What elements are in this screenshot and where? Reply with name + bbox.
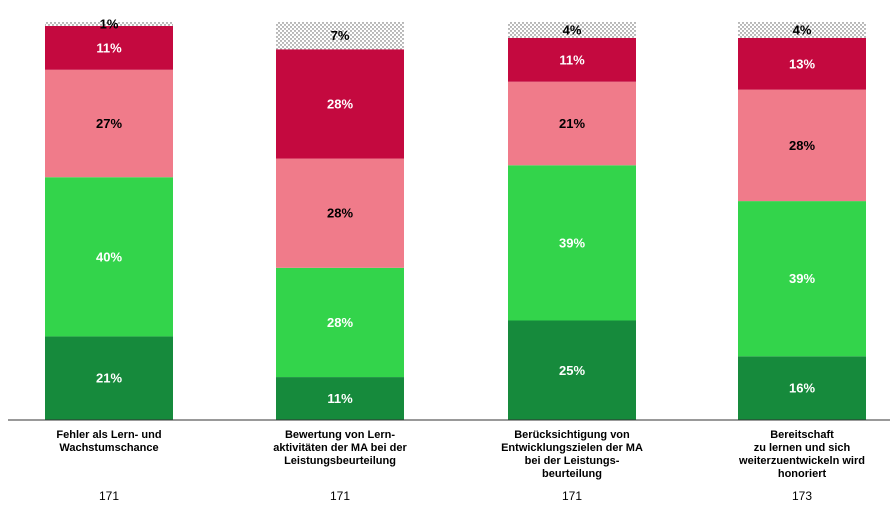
sample-size-label-4: 173 [792, 489, 812, 503]
category-label-1-line-1: Fehler als Lern- und [56, 429, 161, 441]
data-label-green-2: 28% [327, 315, 353, 330]
category-label-3-line-3: bei der Leistungs- [525, 455, 620, 467]
data-label-green-4: 39% [789, 271, 815, 286]
data-label-dotted-3: 4% [563, 22, 582, 37]
category-label-2-line-3: Leistungsbeurteilung [284, 455, 396, 467]
bar-segment-pink-4 [738, 89, 866, 202]
bar-segment-pink-2 [276, 158, 404, 268]
data-label-pink-2: 28% [327, 206, 353, 221]
bar-segment-dark_red-4 [738, 37, 866, 90]
bar-segment-dotted-1 [45, 22, 173, 26]
bar-segment-dark_red-3 [508, 37, 636, 82]
category-label-3-line-4: beurteilung [542, 468, 602, 480]
category-label-4-line-2: zu lernen und sich [754, 442, 851, 454]
data-label-dotted-4: 4% [793, 22, 812, 37]
data-label-dark_red-3: 11% [559, 52, 585, 67]
data-label-dark_green-2: 11% [327, 391, 353, 406]
bars-group [45, 22, 866, 420]
data-label-pink-1: 27% [96, 116, 122, 131]
category-label-1-line-2: Wachstumschance [59, 442, 158, 454]
bar-segment-pink-3 [508, 81, 636, 166]
bar-segment-green-1 [45, 177, 173, 337]
bar-segment-pink-1 [45, 69, 173, 178]
category-label-3-line-1: Berücksichtigung von [514, 429, 630, 441]
data-label-pink-3: 21% [559, 116, 585, 131]
bar-segment-dotted-3 [508, 22, 636, 38]
data-label-dark_green-4: 16% [789, 381, 815, 396]
data-label-dark_green-3: 25% [559, 363, 585, 378]
bar-segment-dark_green-2 [276, 377, 404, 420]
data-label-pink-4: 28% [789, 138, 815, 153]
data-label-green-1: 40% [96, 249, 122, 264]
bar-segment-dark_red-1 [45, 25, 173, 70]
data-label-dotted-1: 1% [100, 16, 119, 31]
category-label-3-line-2: Entwicklungszielen der MA [501, 442, 643, 454]
data-label-dark_red-4: 13% [789, 56, 815, 71]
bar-segment-dark_red-2 [276, 49, 404, 159]
data-label-dark_red-2: 28% [327, 96, 353, 111]
category-label-2-line-2: aktivitäten der MA bei der [273, 442, 407, 454]
bar-segment-dotted-2 [276, 22, 404, 50]
bar-segment-dark_green-1 [45, 336, 173, 420]
labels-group: 21% 40% 27% 11% 1% Fehler als Lern- undWachst… [56, 16, 865, 503]
bar-segment-dark_green-3 [508, 320, 636, 420]
bar-segment-green-3 [508, 165, 636, 321]
category-label-4-line-4: honoriert [778, 468, 827, 480]
category-label-2-line-1: Bewertung von Lern- [285, 429, 395, 441]
bar-segment-green-4 [738, 201, 866, 357]
bar-segment-dotted-4 [738, 22, 866, 38]
sample-size-label-3: 171 [562, 489, 582, 503]
data-label-dark_red-1: 11% [96, 40, 122, 55]
bar-segment-dark_green-4 [738, 356, 866, 420]
category-label-4-line-3: weiterzuentwickeln wird [738, 455, 865, 467]
data-label-green-3: 39% [559, 235, 585, 250]
sample-size-label-2: 171 [330, 489, 350, 503]
sample-size-label-1: 171 [99, 489, 119, 503]
data-label-dotted-2: 7% [331, 28, 350, 43]
data-label-dark_green-1: 21% [96, 371, 122, 386]
bar-segment-green-2 [276, 267, 404, 378]
category-label-4-line-1: Bereitschaft [770, 429, 834, 441]
